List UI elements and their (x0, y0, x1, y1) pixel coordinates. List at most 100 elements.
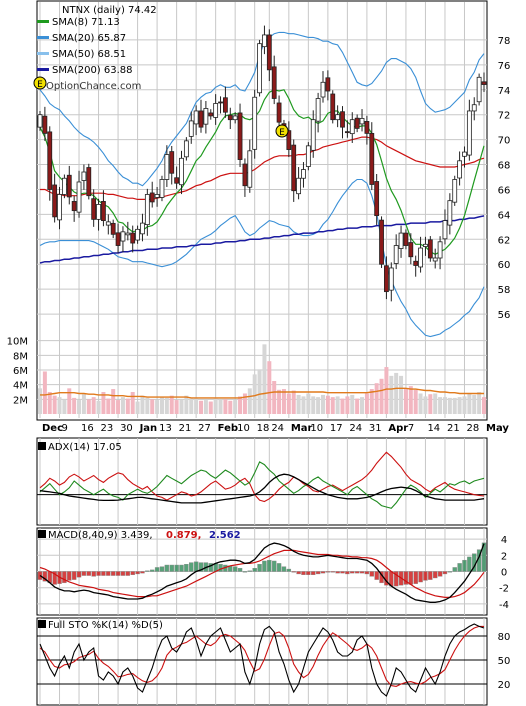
volume-bar (399, 375, 404, 414)
price-tick-label: 70 (498, 136, 511, 147)
candle-body (101, 201, 106, 222)
macd-panel (36, 527, 488, 616)
candle-body (61, 177, 67, 195)
price-tick-label: 76 (498, 61, 511, 72)
volume-bar (277, 389, 282, 414)
volume-bar (174, 400, 179, 414)
volume-bar (52, 395, 57, 414)
candle-body (447, 200, 453, 226)
macd-histogram-bar (281, 566, 287, 572)
candle-body (257, 43, 262, 94)
volume-bar (316, 397, 321, 414)
volume-bar (350, 394, 355, 414)
date-tick-label: 30 (120, 423, 133, 434)
legend-sma8: SMA(8) 71.13 (52, 17, 120, 28)
macd-histogram-bar (164, 564, 170, 572)
volume-bar (96, 400, 101, 414)
candle-body (183, 140, 189, 158)
candle-body (76, 181, 82, 213)
volume-bar (213, 398, 218, 414)
macd-histogram-bar (413, 571, 418, 584)
macd-histogram-bar (267, 559, 272, 572)
volume-bar (438, 397, 443, 414)
price-tick-label: 78 (498, 36, 511, 47)
macd-histogram-bar (198, 562, 204, 572)
volume-bar (218, 399, 223, 414)
macd-histogram-bar (296, 571, 301, 575)
macd-histogram-bar (447, 571, 453, 573)
macd-histogram-bar (354, 571, 360, 574)
candle-body (247, 150, 253, 188)
volume-tick-label: 4M (13, 381, 28, 392)
candle-body (213, 103, 219, 118)
macd-histogram-bar (271, 560, 277, 572)
volume-tick-label: 8M (13, 351, 28, 362)
volume-bar (311, 396, 316, 414)
volume-bar (335, 396, 340, 414)
candle-body (203, 108, 209, 125)
volume-bar (111, 389, 116, 414)
candle-body (223, 97, 228, 113)
volume-bar (462, 396, 467, 414)
volume-bar (208, 401, 213, 414)
stochastic-panel-frame (36, 617, 488, 706)
volume-bar (272, 381, 277, 414)
candle-body (291, 144, 297, 192)
macd-histogram-bar (42, 571, 48, 582)
volume-bar (189, 398, 194, 414)
volume-bar (179, 399, 184, 414)
candle-body (174, 177, 180, 184)
volume-bar (306, 393, 311, 414)
macd-value-blue: 2.562 (209, 530, 241, 541)
volume-bar (320, 394, 325, 414)
macd-histogram-bar (86, 571, 91, 576)
date-tick-label: 28 (466, 423, 479, 434)
macd-histogram-bar (345, 571, 350, 575)
macd-histogram-bar (145, 570, 150, 572)
volume-average-line (40, 387, 484, 399)
macd-histogram-bar (189, 562, 194, 572)
volume-bar (418, 393, 423, 414)
volume-bar (116, 400, 121, 414)
candle-body (47, 131, 53, 190)
candle-body (325, 77, 331, 92)
macd-histogram-bar (237, 568, 243, 572)
price-tick-label: 64 (498, 210, 511, 221)
macd-histogram-bar (96, 571, 101, 576)
candle-body (305, 145, 311, 167)
volume-bar (330, 397, 335, 414)
volume-bar (301, 396, 306, 414)
price-tick-label: 56 (498, 310, 511, 321)
candle-body (481, 81, 487, 85)
candle-body (310, 119, 316, 151)
candle-body (120, 231, 126, 242)
macd-histogram-bar (81, 571, 87, 576)
macd-tick-label: 0 (501, 568, 507, 579)
volume-bar (257, 369, 262, 414)
candle-body (262, 34, 267, 48)
macd-histogram-bar (452, 567, 457, 572)
macd-histogram-bar (359, 571, 365, 574)
candle-body (437, 241, 443, 259)
volume-bar (379, 378, 384, 414)
candle-body (86, 167, 92, 197)
adx-panel-frame (36, 437, 488, 526)
volume-bar (242, 393, 247, 414)
macd-histogram-bar (369, 571, 374, 577)
macd-histogram-bar (62, 571, 67, 584)
watermark: OptionChance.com (46, 81, 141, 92)
volume-bar (447, 397, 452, 414)
candle-body (408, 242, 414, 258)
candle-body (271, 66, 277, 99)
earnings-marker-circle (33, 76, 47, 90)
volume-bar (364, 393, 369, 414)
candle-body (57, 194, 62, 221)
macd-histogram-bar (101, 571, 106, 576)
date-tick-label: 24 (271, 423, 284, 434)
candle-body (37, 114, 43, 128)
candle-body (413, 260, 419, 266)
candle-body (432, 257, 438, 262)
macd-histogram-bar (457, 563, 462, 572)
